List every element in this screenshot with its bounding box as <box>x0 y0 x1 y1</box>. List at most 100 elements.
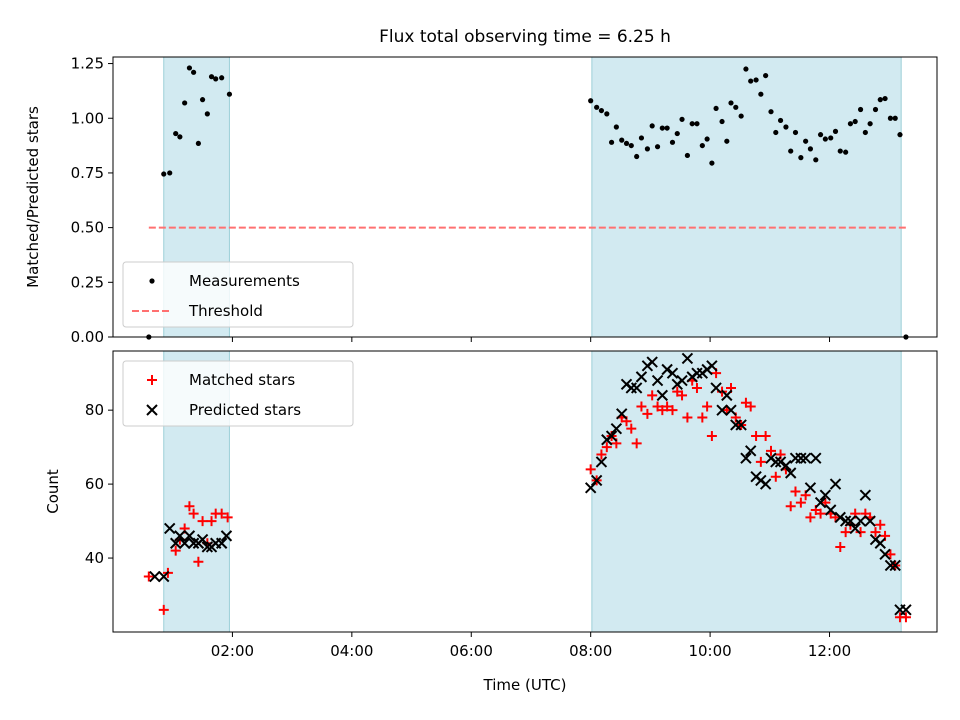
predicted-star-point <box>814 496 827 509</box>
predicted-star-point <box>774 456 787 468</box>
measurement-point <box>694 121 700 127</box>
measurement-point <box>758 91 764 97</box>
x-tick-label: 04:00 <box>330 642 373 660</box>
measurement-point <box>872 106 879 113</box>
predicted-star-point <box>706 360 718 372</box>
matched-star-point <box>596 449 607 460</box>
measurement-point <box>182 100 188 106</box>
predicted-star-point <box>149 570 161 583</box>
predicted-star-point <box>874 537 886 549</box>
predicted-star-point <box>884 559 897 572</box>
matched-star-point <box>805 512 816 523</box>
matched-star-point <box>790 486 801 497</box>
matched-star-point <box>855 527 866 538</box>
matched-star-point <box>702 401 713 412</box>
matched-star-point <box>815 508 826 519</box>
measurement-point <box>186 65 193 71</box>
measurement-point <box>843 149 849 155</box>
measurement-point <box>204 111 210 117</box>
legend-box <box>122 360 354 427</box>
matched-star-point <box>835 541 846 552</box>
matched-star-point <box>755 456 766 467</box>
measurement-point <box>792 129 799 136</box>
y-tick-label: 0.00 <box>71 328 104 346</box>
predicted-star-point <box>889 559 901 572</box>
observing-window <box>591 56 902 338</box>
predicted-star-point <box>666 367 679 379</box>
matched-star-point <box>636 401 647 412</box>
predicted-star-point <box>164 522 176 535</box>
measurement-point <box>768 109 774 115</box>
measurement-point <box>161 171 167 177</box>
measurement-point <box>832 128 839 134</box>
measurement-point <box>852 118 858 125</box>
measurement-point <box>173 130 179 137</box>
predicted-star-point <box>834 511 846 524</box>
matched-star-point <box>642 408 653 419</box>
measurement-point <box>679 116 685 122</box>
predicted-star-point <box>590 474 603 487</box>
measurement-point <box>684 152 691 159</box>
measurement-point <box>719 118 725 125</box>
measurement-point <box>659 125 665 131</box>
measurement-point <box>689 121 695 127</box>
count-panel-legend: Matched stars Predicted stars <box>122 360 354 427</box>
predicted-star-point <box>187 537 200 549</box>
matched-star-point <box>885 549 896 560</box>
predicted-star-point <box>735 419 747 431</box>
x-tick-label: 12:00 <box>808 642 851 660</box>
predicted-star-point <box>839 515 852 527</box>
predicted-star-point <box>646 356 658 368</box>
predicted-star-point <box>651 374 664 387</box>
measurement-point <box>877 97 883 103</box>
ratio-panel-frame <box>112 56 938 338</box>
predicted-star-point <box>879 548 891 561</box>
matched-star-point <box>158 604 169 615</box>
matched-star-point <box>785 501 796 512</box>
measurement-point <box>638 135 645 141</box>
predicted-star-point <box>183 530 196 542</box>
matched-star-point <box>585 464 596 475</box>
measurement-point <box>867 121 873 127</box>
measurement-point <box>887 115 894 121</box>
matched-star-point <box>751 431 762 442</box>
count-panel-frame <box>112 350 938 633</box>
measurement-point <box>807 146 814 152</box>
legend-swatch <box>146 404 158 416</box>
legend-label: Predicted stars <box>189 401 301 419</box>
ratio-panel-legend: Measurements Threshold <box>122 261 354 328</box>
count-panel-ylabel: Count <box>44 469 62 514</box>
measurement-point <box>773 129 779 136</box>
measurement-point <box>892 115 898 121</box>
predicted-star-point <box>605 430 618 442</box>
x-axis-label: Time (UTC) <box>483 676 567 694</box>
y-tick-label: 1.00 <box>71 109 104 127</box>
predicted-star-point <box>799 452 812 464</box>
matched-star-point <box>870 527 881 538</box>
measurement-point <box>748 78 754 84</box>
predicted-star-point <box>759 478 772 490</box>
predicted-star-point <box>795 452 807 464</box>
matched-star-point <box>691 382 702 393</box>
measurement-point <box>213 76 219 82</box>
matched-star-point <box>188 508 199 519</box>
predicted-star-point <box>201 541 214 553</box>
predicted-star-point <box>610 422 623 435</box>
predicted-star-point <box>721 389 733 402</box>
measurement-point <box>588 98 594 104</box>
predicted-star-point <box>859 489 872 501</box>
measurement-point <box>847 121 854 127</box>
predicted-star-point <box>661 363 673 376</box>
measurement-point <box>604 111 610 117</box>
matched-star-point <box>193 556 204 567</box>
predicted-star-point <box>825 504 837 516</box>
predicted-star-point <box>616 408 628 420</box>
measurement-point <box>208 74 215 80</box>
legend-swatch <box>149 278 155 284</box>
measurement-point <box>724 138 730 144</box>
measurement-point <box>177 134 183 140</box>
predicted-star-point <box>681 352 694 365</box>
measurement-points <box>146 65 909 340</box>
measurement-point <box>623 140 630 147</box>
count-points <box>143 352 912 623</box>
